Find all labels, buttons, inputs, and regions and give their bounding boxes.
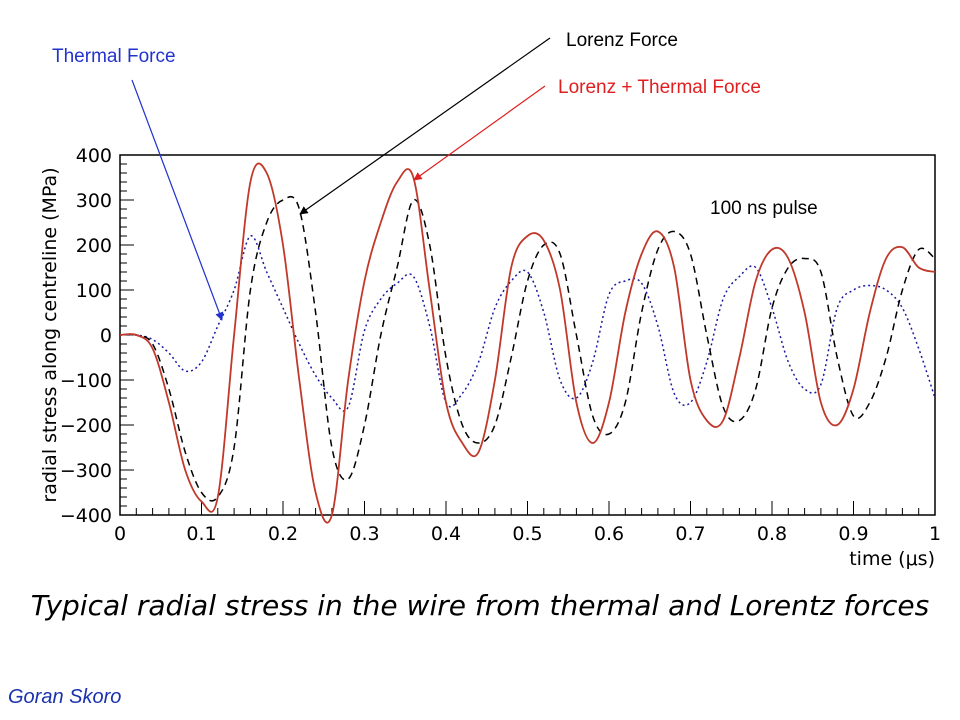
x-tick-label: 0.7	[675, 523, 705, 545]
x-tick-label: 0.6	[594, 523, 624, 545]
thermal-force-label: Thermal Force	[52, 46, 176, 67]
lorenz-force-arrow	[299, 37, 551, 215]
x-tick-label: 1	[929, 523, 941, 545]
x-tick-label: 0.9	[838, 523, 868, 545]
axis-ticks: 0 0.1 0.2 0.3 0.4 0.5 0.6 0.7 0.8 0.9 1 −400 −300 −20…	[60, 145, 941, 545]
y-tick-label: −300	[60, 460, 112, 482]
pulse-label: 100 ns pulse	[710, 198, 818, 219]
thermal-force-arrow	[131, 79, 224, 321]
x-tick-label: 0.2	[268, 523, 298, 545]
series-line-lorenz-force	[119, 195, 936, 502]
lorenz-thermal-label: Lorenz + Thermal Force	[558, 77, 761, 98]
y-tick-label: 100	[76, 280, 112, 302]
series-line-lorenz-thermal-force	[119, 162, 936, 524]
x-tick-label: 0.3	[349, 523, 379, 545]
series-line-thermal-force	[119, 235, 936, 412]
y-tick-label: −200	[60, 415, 112, 437]
stress-chart: 0 0.1 0.2 0.3 0.4 0.5 0.6 0.7 0.8 0.9 1 −400 −300 −20…	[39, 30, 941, 570]
lorenz-thermal-arrow	[413, 85, 546, 181]
lorenz-force-label: Lorenz Force	[566, 30, 678, 51]
y-tick-label: 400	[76, 145, 112, 167]
figure-caption: Typical radial stress in the wire from t…	[30, 589, 930, 622]
x-tick-label: 0.8	[757, 523, 787, 545]
x-tick-label: 0.5	[512, 523, 542, 545]
x-tick-label: 0.4	[431, 523, 461, 545]
y-tick-label: −400	[60, 505, 112, 527]
y-tick-label: 300	[76, 190, 112, 212]
author-name: Goran Skoro	[8, 686, 122, 708]
x-axis-title: time (μs)	[849, 548, 935, 570]
plot-frame	[119, 154, 936, 516]
series-lines	[119, 162, 936, 524]
x-tick-label: 0	[114, 523, 126, 545]
y-tick-label: 200	[76, 235, 112, 257]
x-tick-label: 0.1	[186, 523, 216, 545]
y-axis-title: radial stress along centreline (MPa)	[39, 167, 61, 502]
y-tick-label: 0	[100, 325, 112, 347]
y-tick-label: −100	[60, 370, 112, 392]
